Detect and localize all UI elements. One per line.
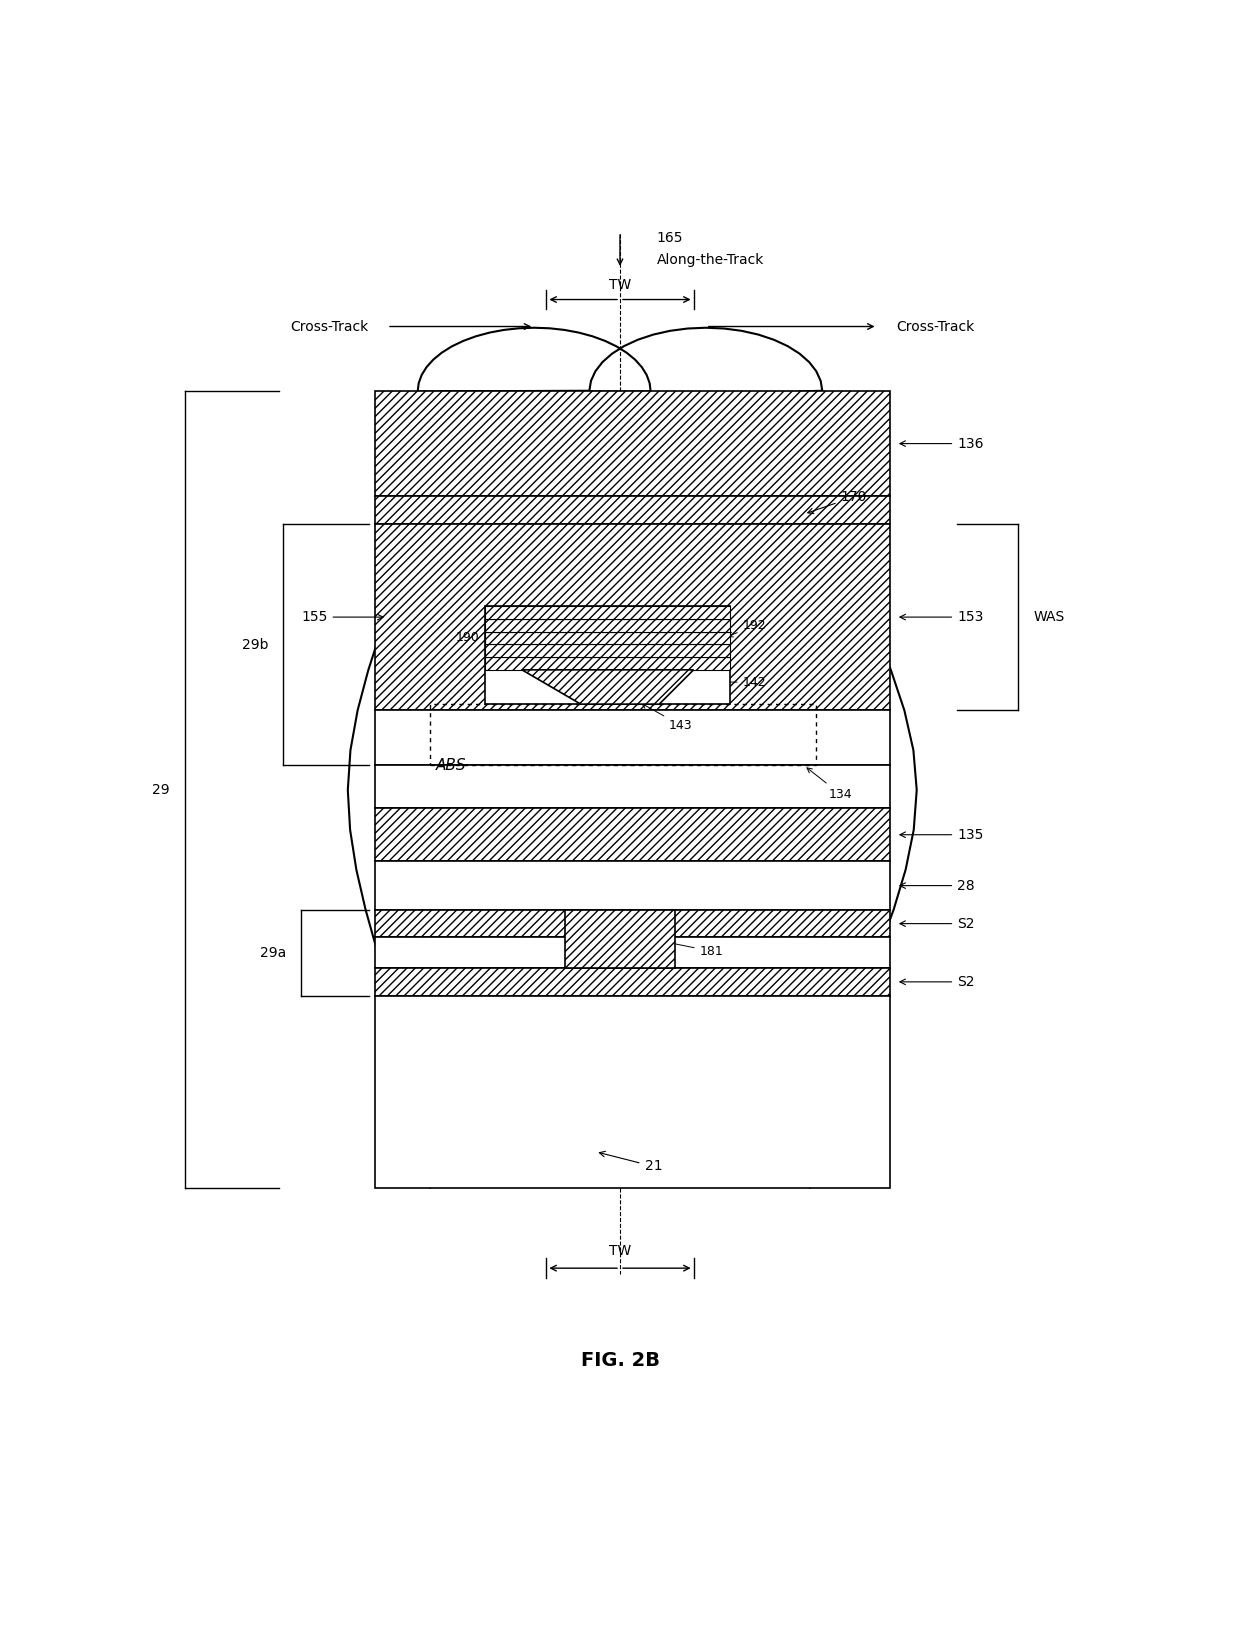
Text: 155: 155 — [301, 611, 383, 624]
Text: 190: 190 — [455, 632, 479, 645]
Text: 142: 142 — [722, 676, 766, 689]
Bar — [374, 495, 890, 525]
Bar — [374, 968, 890, 995]
Text: WAS: WAS — [1033, 611, 1064, 624]
Bar — [374, 937, 890, 968]
Bar — [485, 632, 730, 645]
Text: ABS: ABS — [436, 757, 466, 772]
Text: S2: S2 — [900, 974, 975, 989]
Text: Along-the-Track: Along-the-Track — [657, 252, 764, 267]
Text: 136: 136 — [900, 437, 983, 451]
Bar — [374, 710, 890, 766]
Text: 170: 170 — [807, 490, 867, 513]
Text: 165: 165 — [657, 231, 683, 246]
Bar — [374, 391, 890, 495]
Polygon shape — [347, 327, 916, 1189]
Bar — [374, 862, 890, 911]
Text: S2: S2 — [900, 917, 975, 930]
Bar — [374, 766, 890, 808]
Text: 192: 192 — [728, 619, 766, 637]
Text: TW: TW — [609, 1245, 631, 1258]
Text: 143: 143 — [642, 704, 693, 731]
Text: 29b: 29b — [242, 637, 268, 652]
Text: 29: 29 — [153, 784, 170, 797]
Text: 29a: 29a — [260, 946, 286, 959]
Polygon shape — [522, 670, 693, 704]
Text: FIG. 2B: FIG. 2B — [580, 1350, 660, 1370]
Text: 134: 134 — [807, 767, 852, 800]
Bar — [565, 911, 675, 968]
Text: 153: 153 — [900, 611, 983, 624]
Bar — [374, 525, 890, 710]
Bar — [430, 704, 816, 766]
Bar — [485, 645, 730, 656]
Bar — [374, 911, 890, 937]
Text: Cross-Track: Cross-Track — [290, 319, 368, 334]
Text: 181: 181 — [655, 938, 723, 958]
Text: 135: 135 — [900, 828, 983, 842]
Bar — [485, 606, 730, 619]
Text: TW: TW — [609, 279, 631, 292]
Bar — [485, 619, 730, 632]
Bar — [485, 656, 730, 670]
Bar — [485, 606, 730, 704]
Text: Cross-Track: Cross-Track — [895, 319, 975, 334]
Text: 28: 28 — [900, 878, 975, 893]
Bar — [374, 995, 890, 1189]
Bar — [374, 808, 890, 862]
Text: 21: 21 — [599, 1152, 662, 1173]
